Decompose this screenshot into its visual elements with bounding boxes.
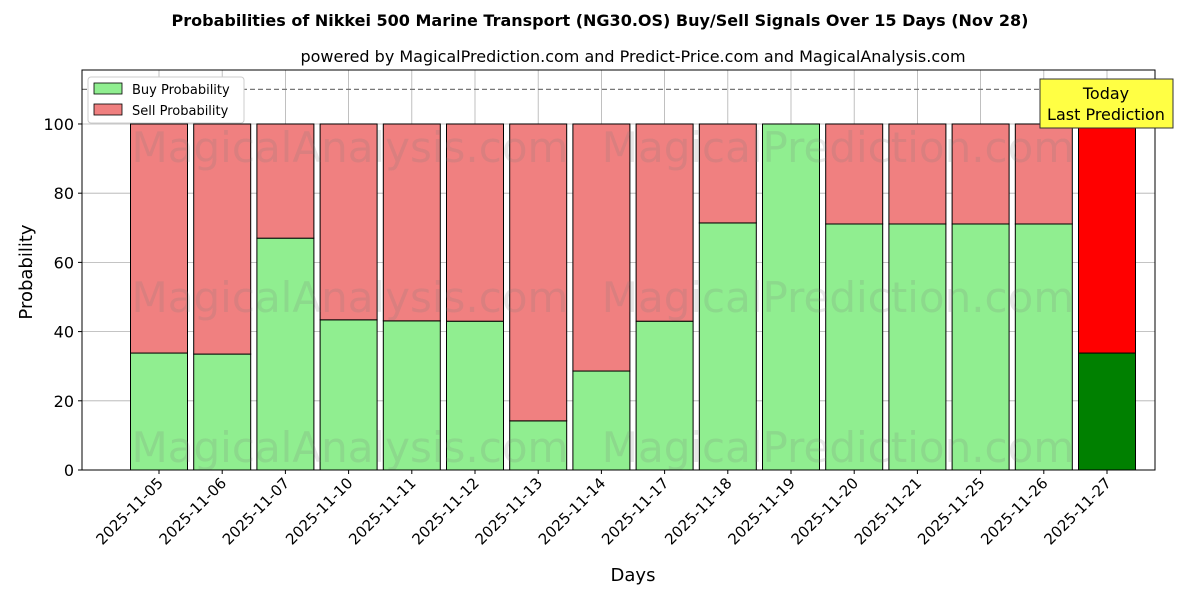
- buy-bar: [382, 320, 441, 471]
- watermark: MagicalPrediction.com: [602, 273, 1075, 322]
- sell-bar: [446, 123, 504, 322]
- sell-bar: [951, 123, 1010, 225]
- sell-bar: [635, 123, 694, 322]
- sell-bar: [382, 123, 441, 322]
- sell-bar: [256, 123, 315, 239]
- watermark: MagicalAnalysis.com: [132, 123, 569, 172]
- watermark: MagicalPrediction.com: [602, 123, 1075, 172]
- sell-bar: [319, 123, 378, 321]
- sell-bar: [698, 123, 757, 224]
- sell-bar: [888, 123, 947, 225]
- sell-bar: [572, 123, 631, 372]
- sell-bar: [1078, 123, 1136, 354]
- sell-bar: [509, 123, 568, 422]
- buy-bar: [1014, 223, 1073, 471]
- legend-swatch: [93, 82, 123, 95]
- buy-bar: [888, 223, 947, 471]
- x-tick-label: 2025-11-20: [788, 474, 862, 548]
- chart-title: Probabilities of Nikkei 500 Marine Trans…: [172, 11, 1029, 30]
- buy-bar: [825, 223, 884, 471]
- x-tick-label: 2025-11-11: [345, 474, 419, 548]
- y-tick-label: 40: [54, 323, 74, 342]
- buy-bar: [635, 320, 694, 471]
- sell-bar: [130, 123, 188, 354]
- y-tick-label: 100: [43, 115, 74, 134]
- x-tick-label: 2025-11-18: [661, 474, 735, 548]
- y-tick-label: 60: [54, 253, 74, 272]
- buy-bar: [1078, 352, 1136, 471]
- buy-bar: [572, 370, 631, 471]
- plot-frame: [81, 69, 1156, 471]
- today-annotation-line1: Today: [1082, 84, 1129, 103]
- x-tick-label: 2025-11-25: [914, 474, 988, 548]
- x-tick-label: 2025-11-10: [282, 474, 356, 548]
- today-annotation-line2: Last Prediction: [1047, 105, 1165, 124]
- y-tick-label: 80: [54, 184, 74, 203]
- buy-bar: [193, 353, 252, 471]
- x-tick-label: 2025-11-07: [219, 474, 293, 548]
- buy-bar: [509, 420, 568, 471]
- sell-bar: [193, 123, 252, 355]
- watermark: MagicalAnalysis.com: [132, 423, 569, 472]
- x-tick-label: 2025-11-06: [156, 474, 230, 548]
- watermark: MagicalPrediction.com: [602, 423, 1075, 472]
- watermark: MagicalAnalysis.com: [132, 273, 569, 322]
- legend-box: [87, 76, 245, 124]
- chart-subtitle: powered by MagicalPrediction.com and Pre…: [300, 47, 965, 66]
- x-tick-label: 2025-11-21: [851, 474, 925, 548]
- y-axis-label: Probability: [16, 224, 37, 319]
- legend-label: Buy Probability: [132, 83, 230, 98]
- y-tick-label: 0: [64, 461, 74, 480]
- x-tick-label: 2025-11-19: [724, 474, 798, 548]
- x-tick-label: 2025-11-17: [598, 474, 672, 548]
- buy-bar: [951, 223, 1010, 471]
- buy-bar: [698, 222, 757, 471]
- x-tick-label: 2025-11-13: [472, 474, 546, 548]
- x-tick-label: 2025-11-12: [408, 474, 482, 548]
- x-tick-label: 2025-11-14: [535, 474, 609, 548]
- x-tick-label: 2025-11-05: [92, 474, 166, 548]
- sell-bar: [825, 123, 884, 225]
- x-axis-label: Days: [611, 565, 656, 586]
- buy-bar: [446, 320, 504, 471]
- x-tick-label: 2025-11-26: [977, 474, 1051, 548]
- buy-bar: [256, 237, 315, 471]
- legend-swatch: [93, 103, 123, 116]
- legend-label: Sell Probability: [132, 104, 229, 119]
- buy-bar: [762, 123, 820, 471]
- today-annotation-box: [1039, 78, 1174, 129]
- x-tick-label: 2025-11-27: [1040, 474, 1114, 548]
- y-tick-label: 20: [54, 392, 74, 411]
- buy-bar: [319, 319, 378, 471]
